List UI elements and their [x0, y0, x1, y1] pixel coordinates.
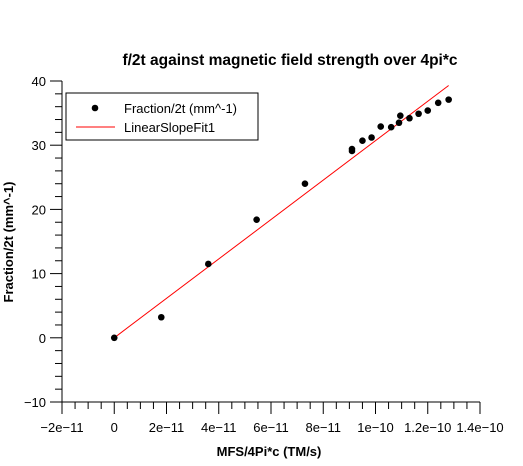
y-tick-label: 30 [32, 138, 46, 153]
series-layer [110, 85, 452, 342]
x-tick-label: 0 [111, 420, 118, 435]
data-point [348, 145, 356, 153]
x-tick-label: −2e−11 [40, 420, 83, 435]
data-point [387, 123, 395, 131]
data-point [424, 107, 432, 114]
x-axis-label: MFS/4Pi*c (TM/s) [217, 444, 322, 459]
data-point [415, 110, 422, 118]
y-tick-label: 0 [39, 331, 46, 346]
y-tick-label: 40 [32, 74, 46, 89]
x-tick-label: 6e−11 [253, 420, 289, 435]
data-point [397, 112, 404, 119]
data-point [395, 119, 403, 127]
legend-marker-fraction [91, 104, 99, 112]
x-tick-label: 1.4e−10 [456, 420, 503, 435]
data-point [377, 123, 385, 130]
y-axis-label: Fraction/2t (mm^-1) [1, 182, 16, 303]
legend-label-fit: LinearSlopeFit1 [124, 120, 215, 135]
data-point [368, 134, 375, 141]
y-tick-label: −10 [24, 395, 46, 410]
data-point [445, 96, 452, 103]
data-point [406, 114, 413, 122]
x-tick-label: 1.2e−10 [404, 420, 451, 435]
legend-box [65, 92, 259, 141]
axes: −2e−11 0 2e−11 4e−11 6e−11 8e−11 1e−10 1.2e−10 1… [24, 74, 504, 435]
data-point [253, 216, 260, 223]
x-tick-label: 1e−10 [357, 420, 394, 435]
data-point [110, 334, 118, 342]
y-tick-label: 10 [32, 267, 46, 282]
data-point [359, 137, 366, 145]
chart-title: f/2t against magnetic field strength ove… [122, 52, 457, 69]
x-tick-label: 8e−11 [305, 420, 341, 435]
data-point [301, 180, 309, 188]
x-tick-label: 4e−11 [201, 420, 237, 435]
data-point [434, 99, 442, 107]
data-point [205, 260, 212, 268]
legend: Fraction/2t (mm^-1) LinearSlopeFit1 [65, 92, 259, 141]
data-point [157, 313, 165, 321]
x-tick-label: 2e−11 [149, 420, 185, 435]
legend-label-fraction: Fraction/2t (mm^-1) [124, 101, 237, 116]
y-tick-label: 20 [32, 202, 46, 217]
